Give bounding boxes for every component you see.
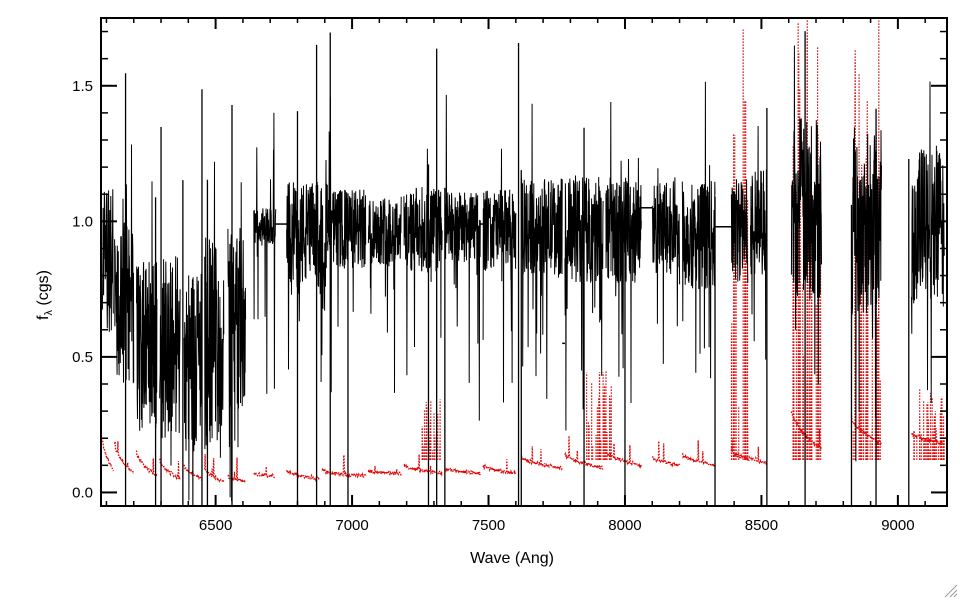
- flux-order-trace: [227, 182, 247, 502]
- y-axis-label-main: f: [35, 315, 52, 320]
- error-order-trace: [403, 454, 443, 477]
- error-order-trace: [482, 459, 517, 476]
- flux-order-trace: [183, 273, 203, 506]
- error-order-trace: [652, 441, 681, 468]
- flux-order-trace: [681, 81, 716, 379]
- flux-order-trace: [136, 181, 158, 431]
- resize-grip-icon[interactable]: [944, 584, 958, 598]
- flux-order-trace: [730, 179, 749, 283]
- y-tick-label: 0.0: [72, 484, 93, 501]
- y-axis-label-suffix: (cgs): [35, 270, 52, 310]
- flux-order-trace: [327, 96, 367, 393]
- error-order-trace: [159, 458, 181, 483]
- y-axis-ticks: 0.0 0.5 1.0 1.5: [72, 30, 947, 501]
- x-axis-label: Wave (Ang): [470, 550, 554, 567]
- error-order-trace: [135, 450, 158, 479]
- flux-order-trace: [403, 148, 443, 376]
- error-order-trace: [730, 438, 768, 467]
- x-tick-label: 7000: [335, 517, 368, 534]
- x-tick-label: 8000: [608, 517, 641, 534]
- flux-order-trace: [114, 144, 135, 384]
- flux-order-trace: [520, 103, 563, 399]
- flux-order-trace: [750, 125, 768, 360]
- error-order-trace: [520, 446, 563, 471]
- error-order-trace: [910, 427, 945, 446]
- x-tick-label: 6500: [199, 517, 232, 534]
- y-tick-label: 0.5: [72, 349, 93, 366]
- flux-order-trace: [253, 112, 277, 394]
- x-tick-label: 8500: [745, 517, 778, 534]
- flux-order-trace: [367, 196, 402, 393]
- error-order-trace: [444, 466, 481, 477]
- error-order-trace: [113, 441, 134, 475]
- flux-order-trace: [482, 148, 517, 403]
- flux-order-trace: [286, 159, 328, 383]
- y-axis-label-subscript: λ: [43, 310, 55, 316]
- x-tick-label: 7500: [472, 517, 505, 534]
- y-axis-label: fλ (cgs): [35, 270, 55, 320]
- error-order-trace: [286, 469, 320, 483]
- flux-order-trace: [444, 94, 481, 421]
- flux-order-trace: [159, 256, 181, 466]
- plot-frame: [100, 17, 948, 507]
- error-order-trace: [681, 440, 716, 468]
- error-order-trace: [101, 437, 114, 472]
- flux-order-trace: [651, 168, 681, 364]
- error-order-trace: [227, 457, 246, 483]
- plot-area: [101, 19, 945, 506]
- error-order-trace: [367, 466, 402, 477]
- y-tick-label: 1.0: [72, 213, 93, 230]
- flux-order-trace: [605, 101, 642, 404]
- x-tick-label: 9000: [881, 517, 914, 534]
- flux-series: [101, 31, 945, 506]
- flux-order-trace: [790, 45, 822, 385]
- error-order-trace: [253, 466, 276, 480]
- x-axis-ticks: 6500 7000 7500 8000 8500 9000: [105, 18, 926, 534]
- y-tick-label: 1.5: [72, 78, 93, 95]
- flux-order-trace: [911, 81, 945, 403]
- error-order-trace: [321, 454, 367, 479]
- flux-order-trace: [101, 189, 114, 332]
